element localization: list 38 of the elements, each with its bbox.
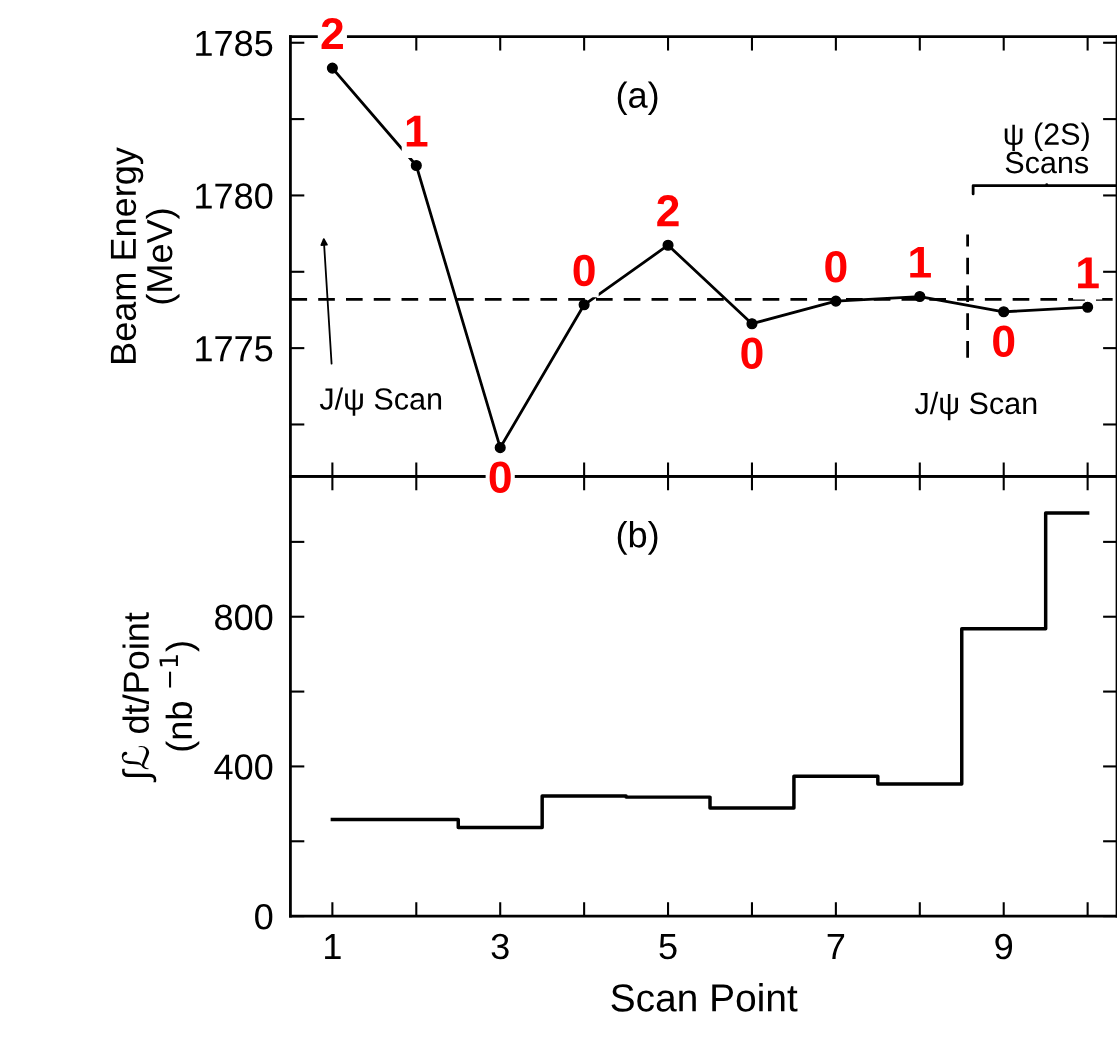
annotation: (b) bbox=[617, 521, 658, 555]
x-tick-label: 5 bbox=[659, 934, 677, 960]
annotation: 0 bbox=[489, 461, 511, 493]
annotation: 0 bbox=[993, 325, 1015, 358]
annotation: 0 bbox=[741, 337, 763, 369]
annotation: 2 bbox=[657, 195, 679, 227]
point bbox=[494, 442, 506, 454]
annotation: 1 bbox=[910, 246, 931, 278]
annotation: 2 bbox=[321, 18, 343, 50]
annotation: 0 bbox=[573, 254, 595, 287]
point bbox=[662, 239, 674, 251]
point bbox=[326, 62, 338, 74]
y-tick-label: 800 bbox=[215, 604, 273, 631]
y-axis-title: ∫ℒ dt/Point (nb $^{−1}$) bbox=[121, 612, 200, 783]
x-axis-title: Scan Point bbox=[611, 983, 798, 1012]
y-tick-label: 1785 bbox=[196, 30, 273, 57]
annotation: J/ψ Scan bbox=[914, 391, 1037, 421]
point bbox=[410, 159, 422, 172]
point bbox=[1082, 301, 1094, 313]
annotation: 1 bbox=[1078, 257, 1099, 289]
point bbox=[578, 299, 590, 311]
point bbox=[998, 306, 1010, 318]
x-tick-label: 3 bbox=[491, 933, 509, 960]
y-tick-label: 0 bbox=[255, 903, 273, 930]
annotation: 1 bbox=[406, 115, 428, 147]
y-axis-title: Beam Energy (MeV) bbox=[110, 147, 180, 363]
x-tick-label: 7 bbox=[827, 934, 845, 959]
y-tick-label: 400 bbox=[214, 754, 273, 780]
x-tick-label: 1 bbox=[325, 934, 341, 959]
annotation: ψ (2S) Scans bbox=[1004, 122, 1089, 174]
point bbox=[914, 290, 926, 303]
annotation: (a) bbox=[617, 81, 658, 116]
y-tick-label: 1780 bbox=[196, 183, 273, 209]
y-tick-label: 1775 bbox=[196, 336, 273, 362]
x-tick-label: 9 bbox=[995, 933, 1013, 960]
annotation: J/ψ Scan bbox=[319, 387, 442, 416]
annotation: 0 bbox=[825, 251, 847, 283]
point bbox=[746, 318, 758, 330]
